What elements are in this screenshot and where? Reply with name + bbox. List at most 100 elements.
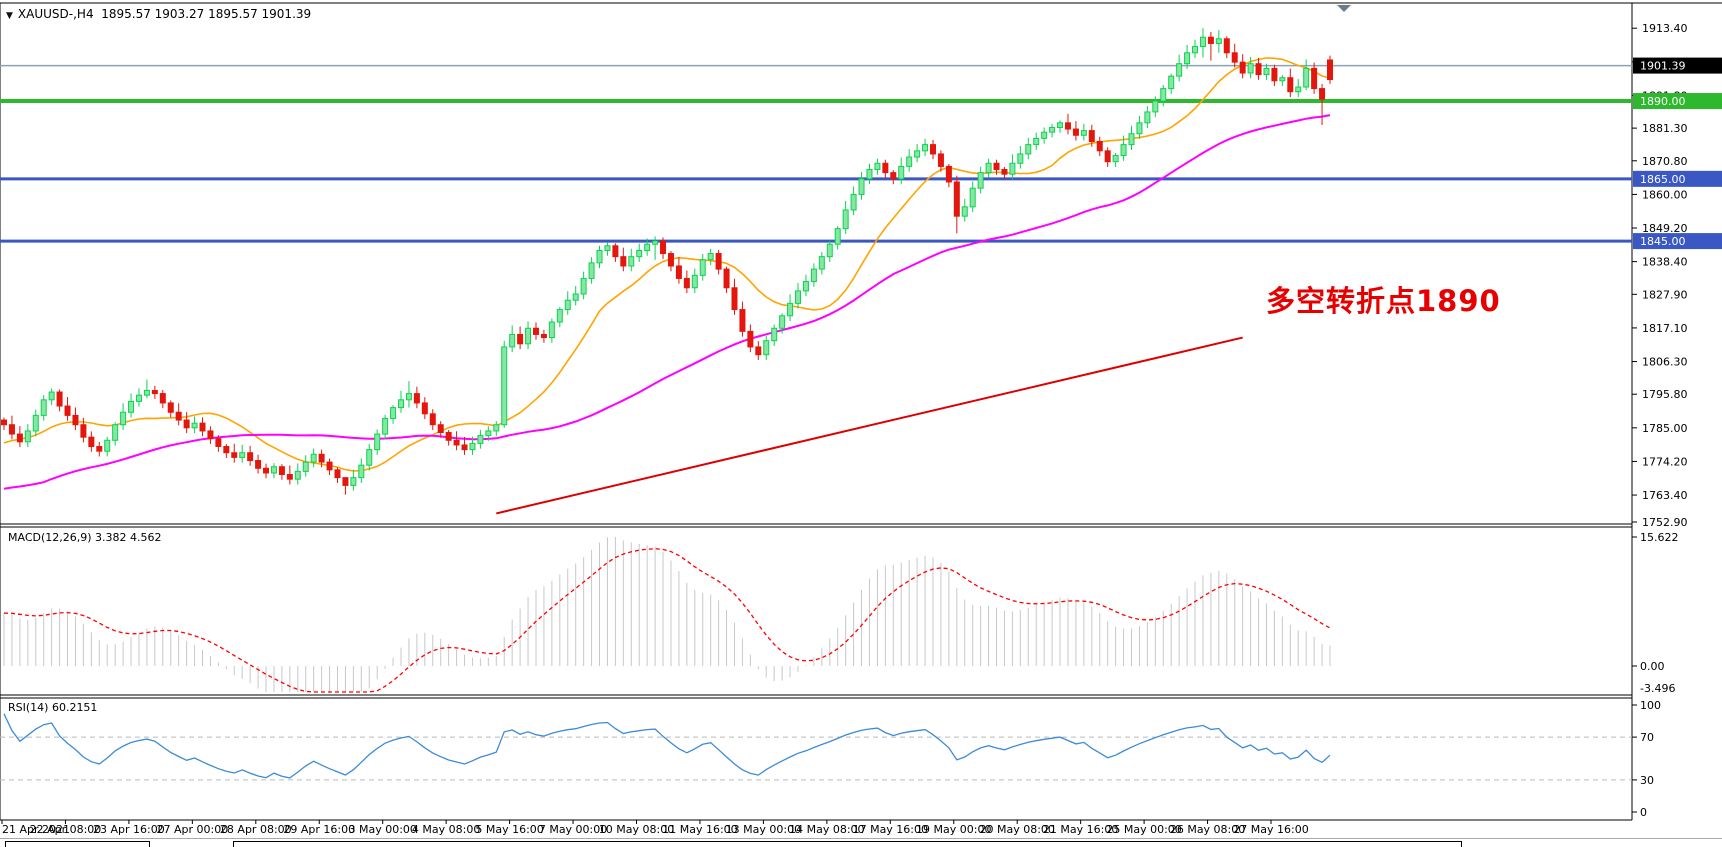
candle-up bbox=[922, 144, 929, 152]
candle-up bbox=[564, 299, 571, 311]
symbol-period-label: XAUUSD-,H4 bbox=[17, 7, 94, 21]
price-badge-label: 1865.00 bbox=[1640, 173, 1686, 186]
price-axis-label: 1774.20 bbox=[1642, 455, 1688, 468]
candle-down bbox=[660, 240, 667, 255]
candle-up bbox=[1192, 46, 1199, 54]
candle-down bbox=[1223, 38, 1230, 54]
candle-down bbox=[1104, 150, 1111, 163]
candle-down bbox=[263, 467, 270, 474]
candles-group[interactable] bbox=[1, 28, 1333, 495]
candle-down bbox=[255, 460, 262, 469]
candle-down bbox=[739, 309, 746, 332]
price-axis-label: 1817.10 bbox=[1642, 322, 1688, 335]
candle-up bbox=[604, 245, 611, 251]
candle-up bbox=[850, 193, 857, 211]
candle-up bbox=[143, 389, 150, 396]
price-axis-label: 1752.90 bbox=[1642, 516, 1688, 529]
candle-down bbox=[278, 466, 285, 476]
rsi-axis-label: 100 bbox=[1640, 699, 1661, 712]
price-badge-level-1865 bbox=[1633, 170, 1722, 187]
candle-down bbox=[1001, 169, 1008, 175]
candle-up bbox=[120, 411, 127, 426]
candle-up bbox=[906, 156, 913, 167]
candle-down bbox=[286, 474, 293, 480]
price-badge-label: 1901.39 bbox=[1640, 60, 1686, 73]
candle-up bbox=[302, 461, 309, 472]
candle-up bbox=[699, 259, 706, 276]
slow-ma-line bbox=[3, 114, 1331, 490]
candle-down bbox=[517, 333, 524, 345]
turning-point-annotation: 多空转折点1890 bbox=[1266, 284, 1501, 318]
time-axis-label: 23 Apr 16:00 bbox=[93, 823, 165, 836]
candle-up bbox=[382, 417, 389, 435]
candle-up bbox=[763, 340, 770, 356]
candle-up bbox=[294, 470, 301, 480]
candle-up bbox=[985, 162, 992, 174]
candle-down bbox=[151, 389, 158, 395]
candle-up bbox=[1128, 133, 1135, 146]
candle-down bbox=[1207, 36, 1214, 44]
time-axis-label: 17 May 16:00 bbox=[853, 823, 928, 836]
candle-up bbox=[1295, 86, 1302, 93]
candle-down bbox=[231, 452, 238, 458]
candle-up bbox=[1247, 63, 1254, 74]
candle-up bbox=[1184, 52, 1191, 65]
candle-up bbox=[969, 187, 976, 208]
candle-down bbox=[326, 461, 333, 471]
symbol-dropdown-icon[interactable]: ▼ bbox=[6, 11, 13, 21]
candle-down bbox=[929, 144, 936, 155]
candle-down bbox=[334, 469, 341, 479]
candle-up bbox=[580, 277, 587, 295]
candle-up bbox=[366, 449, 373, 466]
candle-down bbox=[199, 422, 206, 432]
time-axis-label: 5 May 16:00 bbox=[475, 823, 543, 836]
candle-down bbox=[461, 444, 468, 451]
candle-down bbox=[207, 430, 214, 440]
price-axis-label: 1827.90 bbox=[1642, 288, 1688, 301]
candle-up bbox=[810, 268, 817, 283]
candle-down bbox=[429, 413, 436, 426]
candle-down bbox=[1287, 77, 1294, 93]
candle-up bbox=[818, 256, 825, 270]
candle-down bbox=[1239, 61, 1246, 74]
candle-down bbox=[1064, 122, 1071, 130]
candle-up bbox=[1168, 75, 1175, 90]
macd-indicator-label: MACD(12,26,9) 3.382 4.562 bbox=[8, 531, 162, 544]
candle-down bbox=[1319, 88, 1326, 100]
chart-title: ▼ XAUUSD-,H4 1895.57 1903.27 1895.57 1901… bbox=[6, 7, 311, 21]
time-axis-label: 10 May 08:00 bbox=[599, 823, 674, 836]
candle-down bbox=[437, 424, 444, 433]
candle-down bbox=[445, 431, 452, 441]
price-axis-label: 1763.40 bbox=[1642, 489, 1688, 502]
candle-up bbox=[1199, 36, 1206, 48]
candle-up bbox=[477, 435, 484, 444]
candle-down bbox=[993, 162, 1000, 171]
price-axis-label: 1870.80 bbox=[1642, 155, 1688, 168]
candle-down bbox=[215, 438, 222, 448]
candle-up bbox=[310, 453, 317, 463]
candle-up bbox=[914, 150, 921, 158]
candle-up bbox=[977, 172, 984, 189]
price-axis-label: 1806.30 bbox=[1642, 356, 1688, 369]
autoscroll-triangle-icon[interactable] bbox=[1337, 5, 1351, 12]
candle-down bbox=[72, 414, 79, 426]
candle-up bbox=[1279, 77, 1286, 82]
candle-down bbox=[755, 346, 762, 356]
candle-up bbox=[1160, 88, 1167, 102]
candle-up bbox=[842, 209, 849, 230]
time-axis-label: 27 May 16:00 bbox=[1233, 823, 1308, 836]
time-axis-label: 3 May 00:00 bbox=[348, 823, 416, 836]
time-axis-label: 29 Apr 16:00 bbox=[283, 823, 355, 836]
candle-down bbox=[723, 268, 730, 289]
candle-down bbox=[1231, 52, 1238, 63]
candle-up bbox=[48, 391, 55, 401]
candle-up bbox=[239, 452, 246, 458]
candle-up bbox=[826, 243, 833, 258]
candle-up bbox=[112, 424, 119, 441]
candle-up bbox=[1025, 144, 1032, 155]
time-axis-label: 7 May 00:00 bbox=[539, 823, 607, 836]
candle-up bbox=[771, 327, 778, 342]
candle-up bbox=[644, 243, 651, 251]
price-axis-label: 1849.20 bbox=[1642, 222, 1688, 235]
